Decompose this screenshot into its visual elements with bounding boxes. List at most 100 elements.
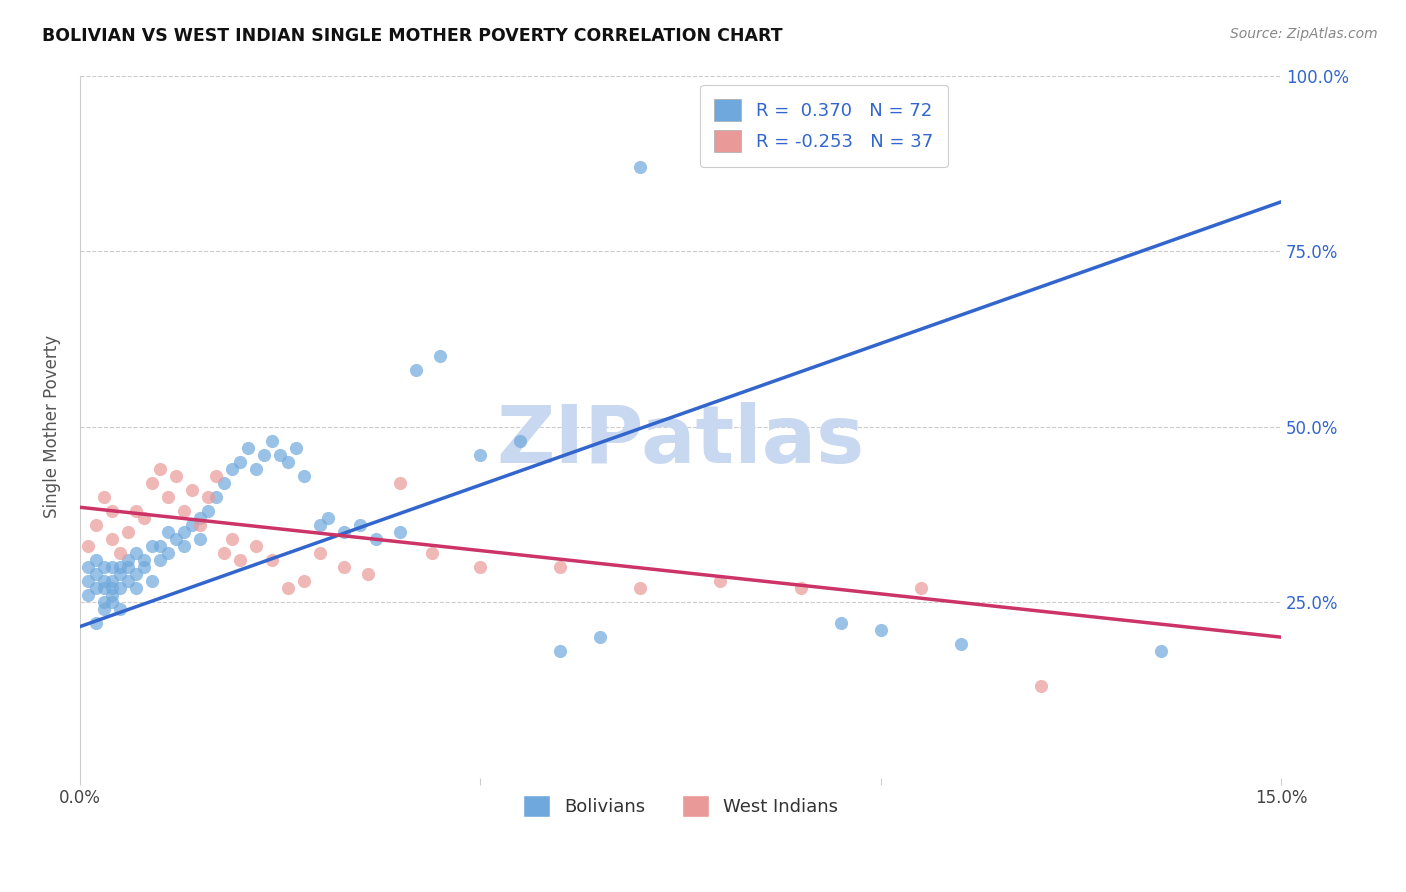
Point bbox=[709, 131, 731, 145]
Point bbox=[292, 468, 315, 483]
Point bbox=[628, 581, 651, 595]
Point bbox=[292, 574, 315, 588]
Point bbox=[470, 448, 492, 462]
Point bbox=[125, 546, 148, 560]
Y-axis label: Single Mother Poverty: Single Mother Poverty bbox=[44, 335, 60, 518]
Point bbox=[156, 490, 179, 504]
Point bbox=[181, 517, 204, 532]
Point bbox=[156, 524, 179, 539]
Point bbox=[77, 574, 100, 588]
Point bbox=[173, 524, 195, 539]
Point bbox=[165, 532, 187, 546]
Point bbox=[173, 539, 195, 553]
Point bbox=[285, 441, 308, 455]
Point bbox=[789, 581, 811, 595]
Point bbox=[93, 602, 115, 616]
Point bbox=[125, 504, 148, 518]
Point bbox=[141, 475, 163, 490]
Point bbox=[260, 553, 283, 567]
Point bbox=[125, 566, 148, 581]
Point bbox=[101, 504, 124, 518]
Point bbox=[277, 581, 299, 595]
Point bbox=[141, 539, 163, 553]
Point bbox=[229, 553, 252, 567]
Point bbox=[205, 468, 228, 483]
Point bbox=[205, 490, 228, 504]
Point bbox=[420, 546, 443, 560]
Point bbox=[269, 448, 291, 462]
Point bbox=[125, 581, 148, 595]
Point bbox=[589, 630, 612, 644]
Point bbox=[1150, 644, 1173, 658]
Point bbox=[108, 602, 131, 616]
Point bbox=[108, 566, 131, 581]
Text: ZIPatlas: ZIPatlas bbox=[496, 401, 865, 480]
Text: Source: ZipAtlas.com: Source: ZipAtlas.com bbox=[1230, 27, 1378, 41]
Point bbox=[333, 560, 356, 574]
Point bbox=[93, 595, 115, 609]
Point bbox=[101, 595, 124, 609]
Point bbox=[77, 560, 100, 574]
Point bbox=[221, 532, 243, 546]
Point bbox=[197, 490, 219, 504]
Point bbox=[389, 524, 412, 539]
Point bbox=[149, 553, 172, 567]
Point bbox=[212, 546, 235, 560]
Point bbox=[509, 434, 531, 448]
Point bbox=[550, 644, 572, 658]
Point bbox=[260, 434, 283, 448]
Point bbox=[93, 490, 115, 504]
Point bbox=[910, 581, 932, 595]
Point bbox=[117, 574, 139, 588]
Point bbox=[77, 588, 100, 602]
Point bbox=[77, 539, 100, 553]
Text: BOLIVIAN VS WEST INDIAN SINGLE MOTHER POVERTY CORRELATION CHART: BOLIVIAN VS WEST INDIAN SINGLE MOTHER PO… bbox=[42, 27, 783, 45]
Point bbox=[188, 532, 211, 546]
Point bbox=[165, 468, 187, 483]
Point bbox=[212, 475, 235, 490]
Point bbox=[108, 560, 131, 574]
Point bbox=[93, 574, 115, 588]
Point bbox=[197, 504, 219, 518]
Point bbox=[245, 461, 267, 475]
Legend: Bolivians, West Indians: Bolivians, West Indians bbox=[516, 789, 845, 825]
Point bbox=[84, 517, 107, 532]
Point bbox=[181, 483, 204, 497]
Point bbox=[949, 637, 972, 651]
Point bbox=[101, 532, 124, 546]
Point bbox=[277, 455, 299, 469]
Point bbox=[366, 532, 388, 546]
Point bbox=[628, 160, 651, 174]
Point bbox=[405, 363, 427, 377]
Point bbox=[101, 560, 124, 574]
Point bbox=[188, 510, 211, 524]
Point bbox=[309, 546, 332, 560]
Point bbox=[132, 553, 155, 567]
Point bbox=[229, 455, 252, 469]
Point bbox=[108, 546, 131, 560]
Point bbox=[117, 560, 139, 574]
Point bbox=[333, 524, 356, 539]
Point bbox=[245, 539, 267, 553]
Point bbox=[101, 574, 124, 588]
Point bbox=[429, 349, 451, 363]
Point bbox=[389, 475, 412, 490]
Point bbox=[470, 560, 492, 574]
Point bbox=[156, 546, 179, 560]
Point bbox=[221, 461, 243, 475]
Point bbox=[349, 517, 371, 532]
Point bbox=[236, 441, 259, 455]
Point bbox=[869, 623, 891, 637]
Point bbox=[149, 461, 172, 475]
Point bbox=[550, 560, 572, 574]
Point bbox=[316, 510, 339, 524]
Point bbox=[132, 510, 155, 524]
Point bbox=[1029, 679, 1052, 693]
Point bbox=[84, 581, 107, 595]
Point bbox=[173, 504, 195, 518]
Point bbox=[188, 517, 211, 532]
Point bbox=[84, 566, 107, 581]
Point bbox=[93, 581, 115, 595]
Point bbox=[357, 566, 380, 581]
Point bbox=[84, 553, 107, 567]
